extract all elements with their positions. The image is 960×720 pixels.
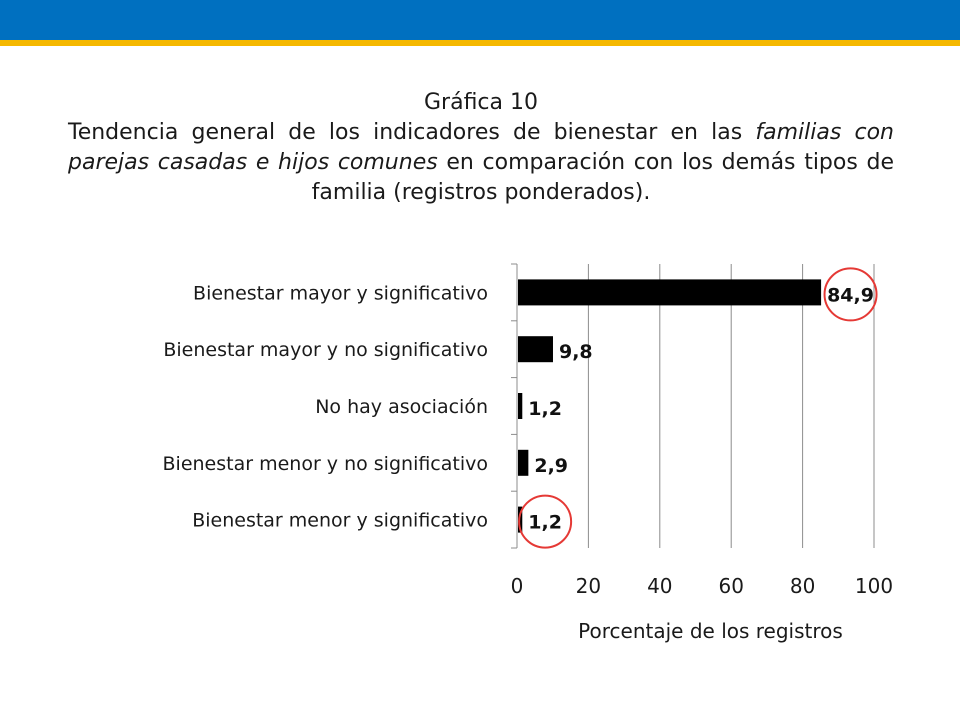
bar — [518, 336, 553, 363]
x-tick-label: 20 — [576, 574, 601, 598]
x-tick-label: 0 — [511, 574, 524, 598]
data-label: 2,9 — [534, 455, 568, 477]
subtitle-part2: en comparación con los demás tipos de fa… — [311, 150, 894, 205]
chart-title: Gráfica 10 Tendencia general de los indi… — [68, 88, 894, 208]
category-label: No hay asociación — [315, 396, 488, 418]
x-tick-label: 60 — [718, 574, 743, 598]
data-label: 9,8 — [559, 341, 593, 363]
bar — [518, 449, 529, 476]
x-tick-label: 100 — [855, 574, 893, 598]
data-label: 1,2 — [528, 512, 562, 534]
highlight-circle — [823, 267, 878, 322]
chart-title-line1: Gráfica 10 — [424, 90, 538, 115]
subtitle-part1: Tendencia general de los indicadores de … — [68, 120, 756, 145]
bar — [518, 393, 523, 419]
x-tick-label: 80 — [790, 574, 815, 598]
highlight-circle — [518, 494, 573, 549]
category-label: Bienestar menor y no significativo — [163, 453, 489, 475]
x-tick-label: 40 — [647, 574, 672, 598]
header-accent-stripe — [0, 40, 960, 46]
data-label: 84,9 — [827, 284, 874, 306]
category-label: Bienestar menor y significativo — [192, 510, 488, 532]
subtitle-italic: familias con parejas casadas e hijos com… — [68, 120, 894, 175]
bar — [518, 279, 822, 306]
header-bar — [0, 0, 960, 40]
chart-subtitle: Tendencia general de los indicadores de … — [68, 118, 894, 208]
category-label: Bienestar mayor y significativo — [193, 282, 488, 304]
x-axis-title: Porcentaje de los registros — [578, 619, 843, 643]
data-label: 1,2 — [528, 398, 562, 420]
category-label: Bienestar mayor y no significativo — [163, 339, 488, 361]
